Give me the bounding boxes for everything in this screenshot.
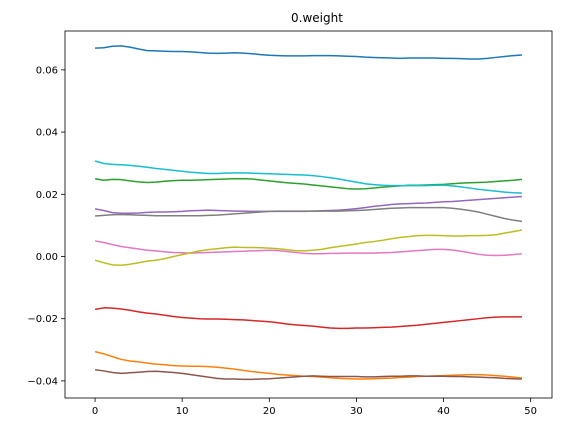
y-tick-label: 0.00 [36,252,58,263]
x-tick-label: 40 [437,406,450,417]
chart-title: 0.weight [291,11,343,25]
plot-lines [94,45,523,381]
y-tick-label: −0.02 [27,314,58,325]
x-axis: 0 10 20 30 40 50 [92,398,537,417]
x-tick-label: 20 [263,406,276,417]
y-axis: −0.04 −0.02 0.00 0.02 0.04 0.06 [27,65,65,387]
series-line-2 [94,177,523,190]
series-line-5 [94,368,522,381]
y-tick-label: −0.04 [27,376,58,387]
y-tick-label: 0.02 [36,190,58,201]
series-line-3 [94,307,522,330]
y-tick-label: 0.06 [36,65,58,76]
series-line-8 [94,229,523,266]
series-line-0 [95,45,522,60]
x-tick-label: 50 [524,406,537,417]
series-line-7 [95,206,523,223]
axes-frame [64,30,553,399]
x-tick-label: 10 [176,406,189,417]
x-tick-label: 0 [92,406,98,417]
series-line-6 [94,240,523,257]
y-tick-label: 0.04 [36,128,58,139]
series-line-9 [94,160,522,194]
x-tick-label: 30 [350,406,363,417]
